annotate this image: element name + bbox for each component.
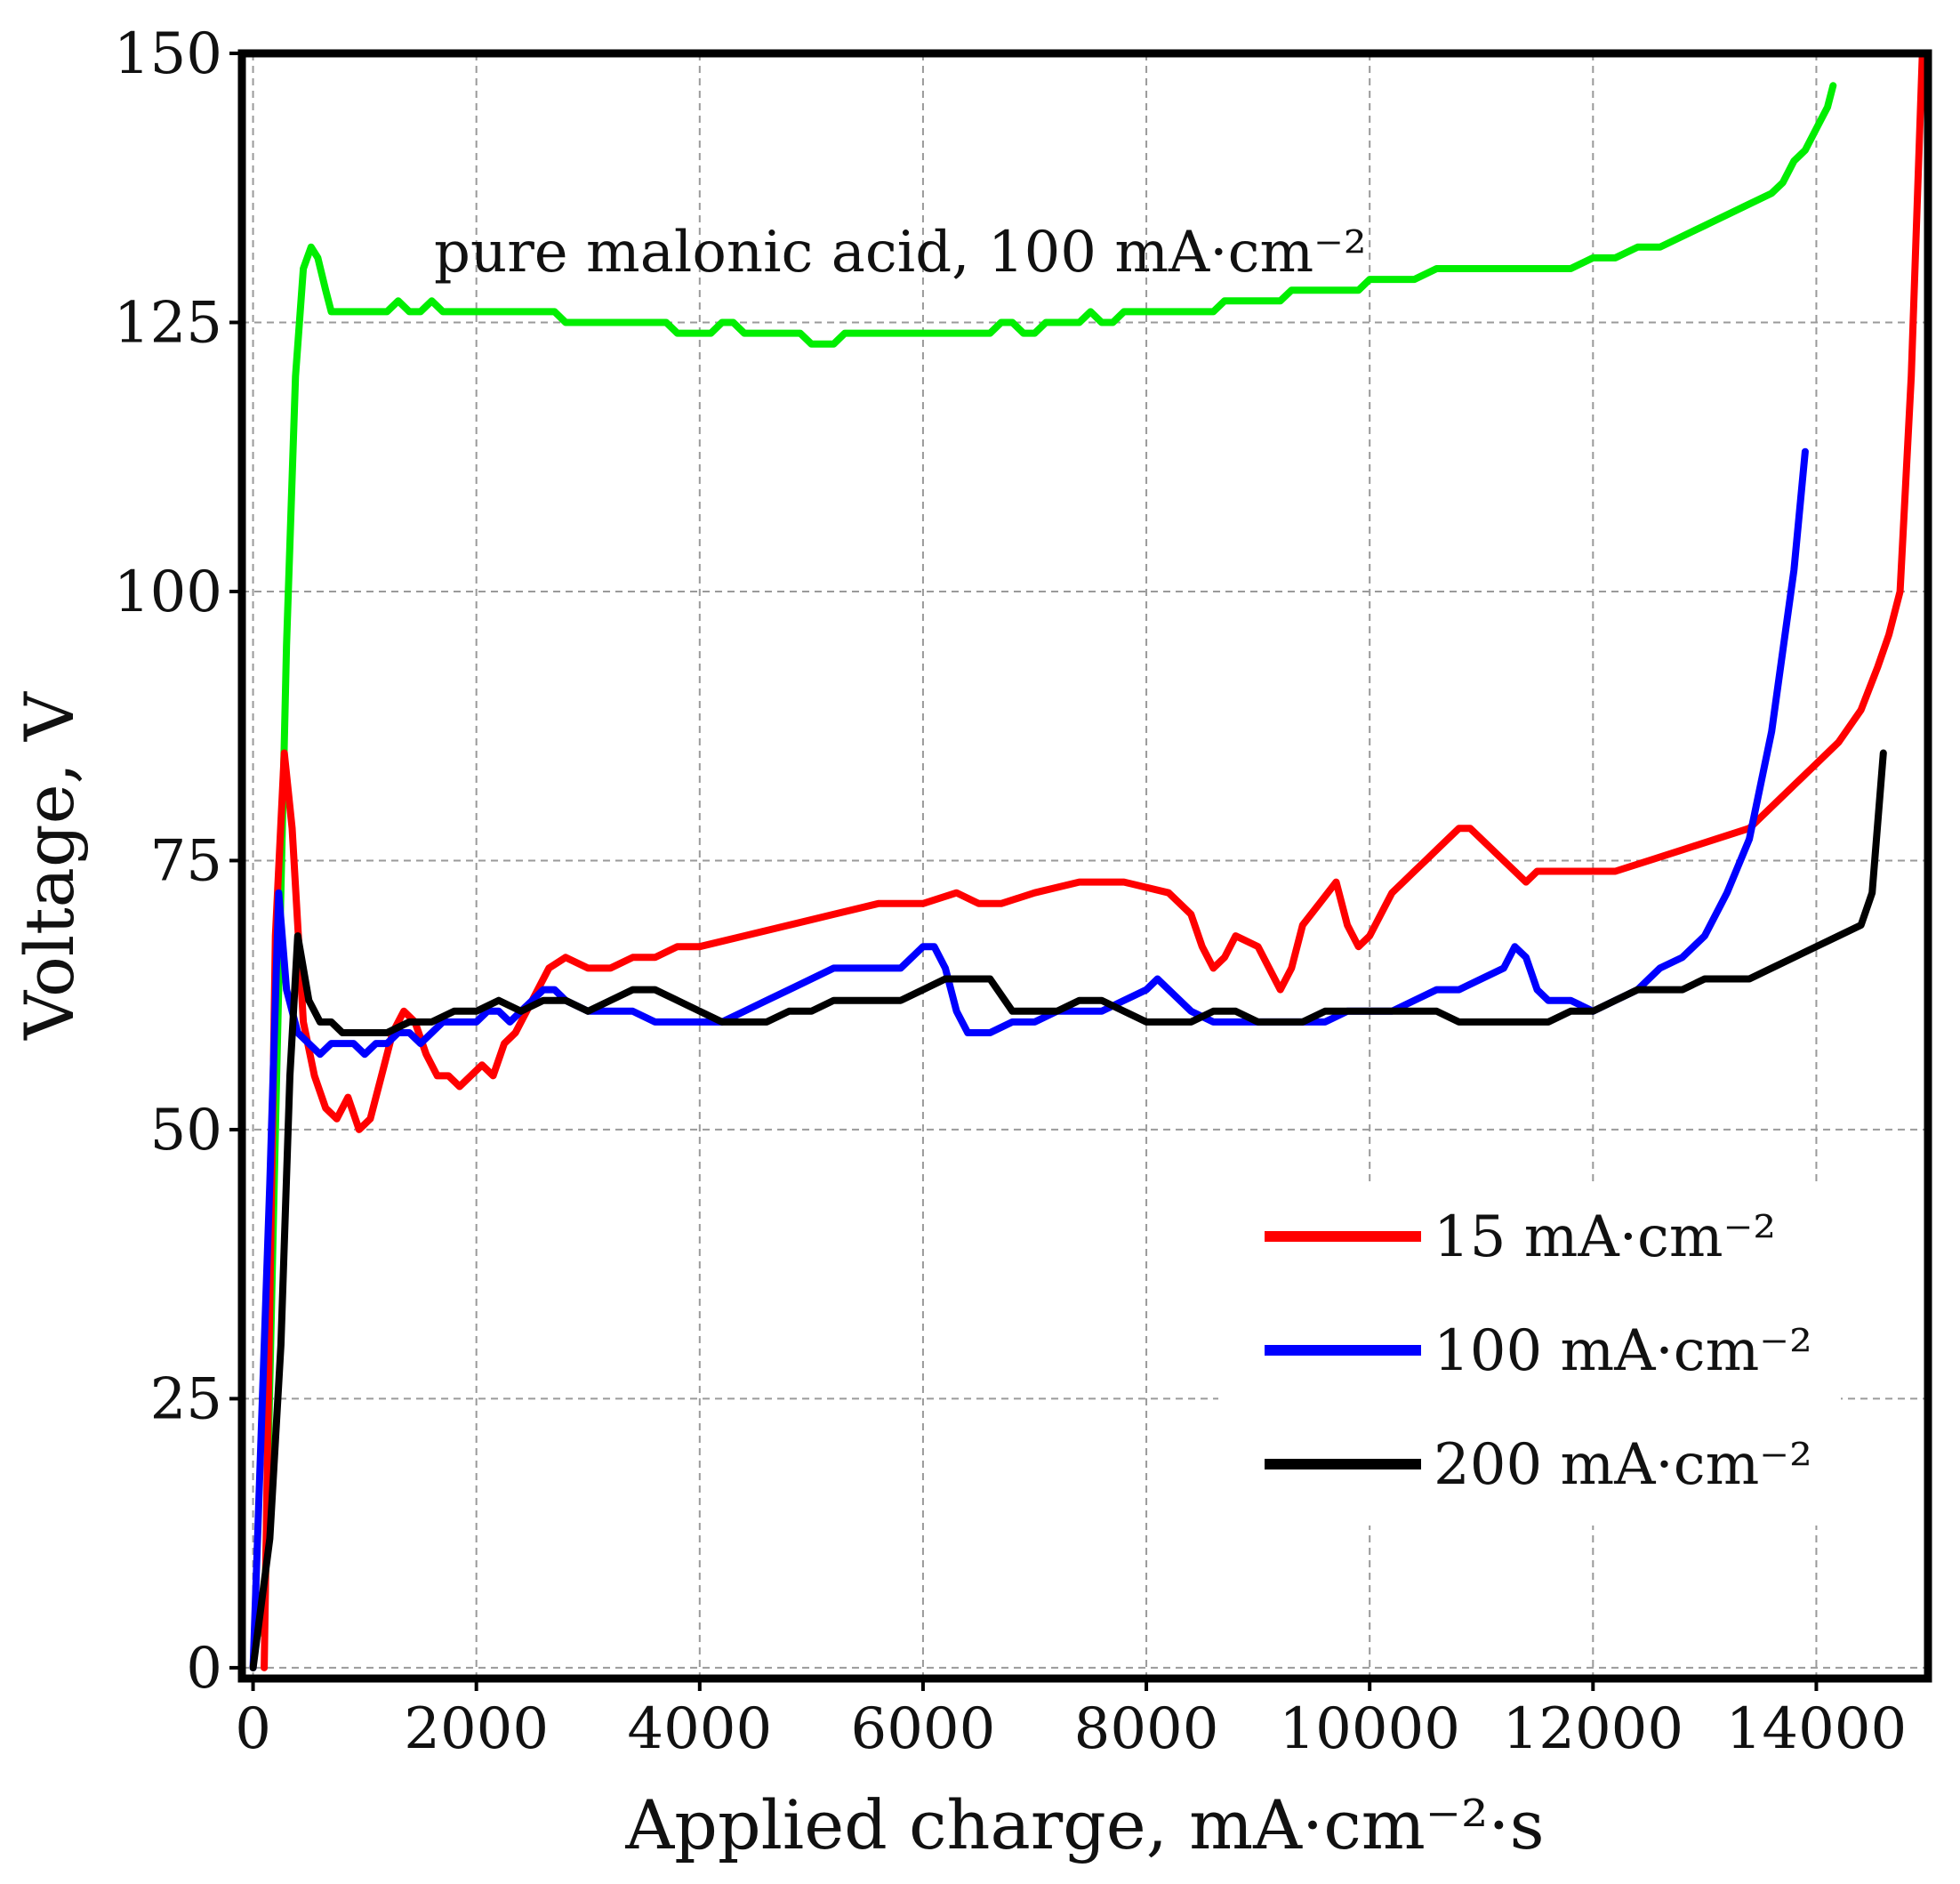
legend-label-200-ma: 200 mA·cm⁻² [1434, 1432, 1812, 1498]
grid [242, 52, 1928, 1679]
y-tick-label-100: 100 [114, 560, 222, 625]
y-tick-label-150: 150 [114, 21, 222, 87]
y-tick-label-50: 50 [150, 1098, 222, 1163]
series-line-15-ma [261, 50, 1926, 1671]
x-tick-label-6000: 6000 [850, 1696, 995, 1762]
x-tick-label-2000: 2000 [404, 1696, 549, 1762]
x-axis-title: Applied charge, mA·cm⁻²·s [624, 1785, 1544, 1864]
x-tick-label-10000: 10000 [1279, 1696, 1460, 1762]
legend-label-15-ma: 15 mA·cm⁻² [1434, 1204, 1776, 1270]
y-tick-label-125: 125 [114, 290, 222, 356]
y-tick-label-0: 0 [186, 1636, 222, 1702]
series-layer [249, 50, 1926, 1671]
legend: 15 mA·cm⁻² 100 mA·cm⁻² 200 mA·cm⁻² [1265, 1204, 1812, 1498]
x-tick-label-4000: 4000 [627, 1696, 772, 1762]
series-line-200-ma [249, 749, 1887, 1671]
x-tick-label-14000: 14000 [1726, 1696, 1908, 1762]
legend-label-100-ma: 100 mA·cm⁻² [1434, 1318, 1812, 1384]
x-tick-label-8000: 8000 [1074, 1696, 1219, 1762]
series-line-100-ma [249, 447, 1809, 1671]
y-axis-title: Voltage, V [10, 691, 89, 1041]
annotation-pure-malonic-acid: pure malonic acid, 100 mA·cm⁻² [434, 220, 1367, 286]
y-tick-label-75: 75 [150, 828, 222, 894]
y-tick-label-25: 25 [150, 1366, 222, 1432]
x-tick-label-0: 0 [235, 1696, 271, 1762]
x-tick-label-12000: 12000 [1503, 1696, 1684, 1762]
series-line-pure-malonic-acid [261, 82, 1837, 1639]
plot-frame [237, 49, 1932, 1683]
axis-ticks: 0 2000 4000 6000 8000 10000 12000 14000 0 25 50 75 1… [114, 21, 1907, 1762]
